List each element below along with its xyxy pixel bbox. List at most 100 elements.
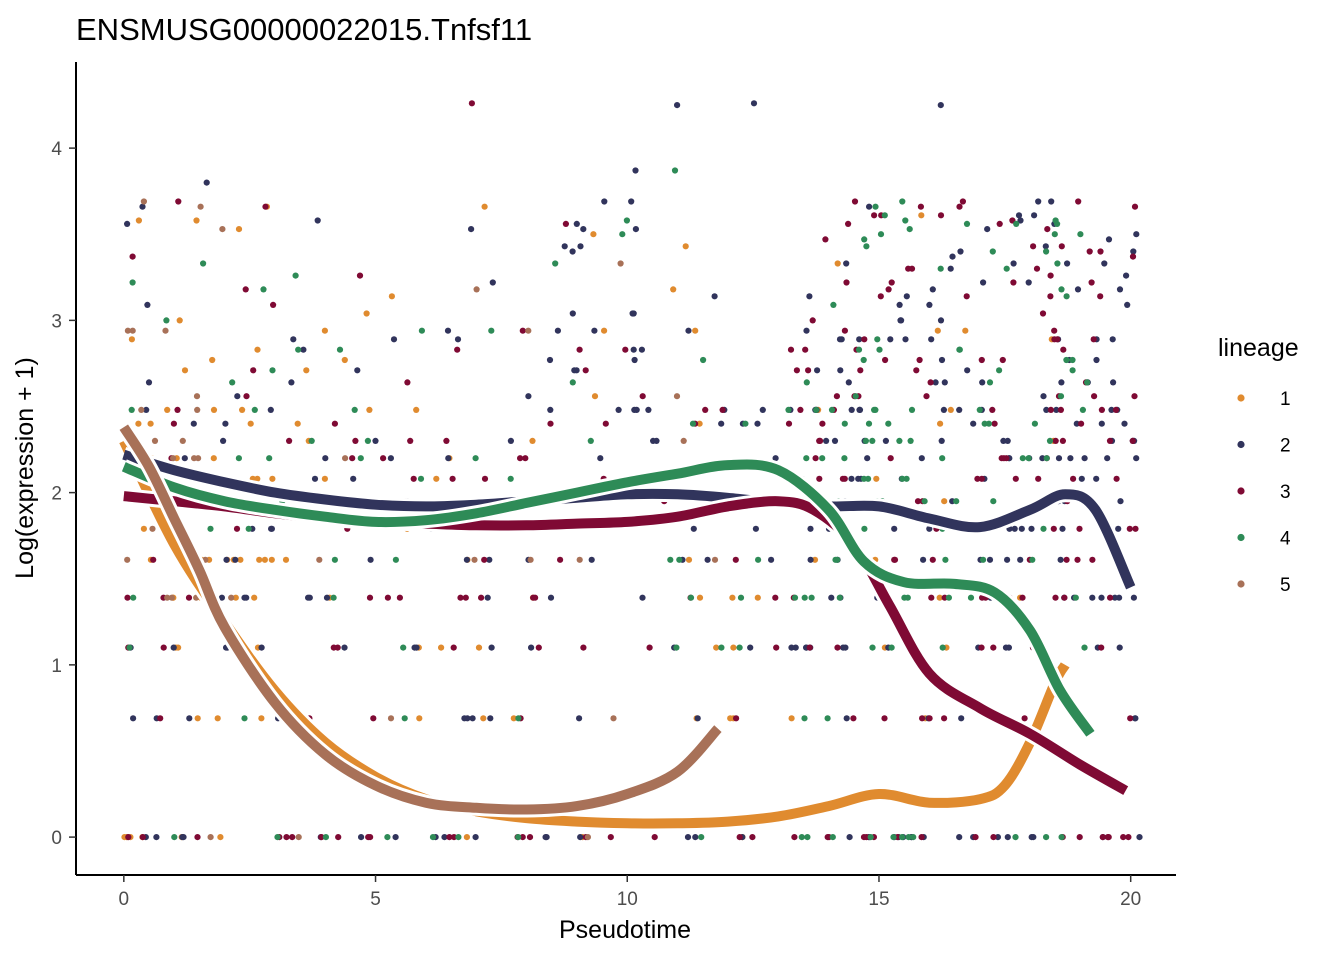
series-4-point bbox=[126, 644, 133, 651]
x-axis-title: Pseudotime bbox=[559, 916, 691, 944]
series-1-point bbox=[269, 475, 276, 482]
series-2-point bbox=[994, 834, 1002, 841]
legend-entry-3: 3 bbox=[1237, 482, 1291, 503]
series-2-point bbox=[358, 834, 365, 841]
series-3-point bbox=[702, 406, 709, 413]
series-2-point bbox=[1031, 212, 1038, 219]
series-2-point bbox=[887, 336, 894, 343]
series-3-point bbox=[928, 594, 935, 601]
series-3-point bbox=[1127, 715, 1134, 722]
series-3-point bbox=[1012, 475, 1019, 482]
series-2-point bbox=[759, 406, 766, 413]
series-2-point bbox=[938, 437, 945, 444]
series-5-point bbox=[295, 834, 302, 841]
series-4-points bbox=[126, 167, 1091, 841]
x-tick-label: 0 bbox=[119, 889, 130, 910]
series-4-point bbox=[322, 834, 329, 841]
series-3-point bbox=[881, 715, 888, 722]
y-tick-label: 0 bbox=[51, 828, 62, 849]
series-4-point bbox=[872, 203, 879, 210]
series-2-point bbox=[958, 715, 965, 722]
series-2-point bbox=[837, 367, 844, 374]
series-2-point bbox=[1002, 644, 1010, 651]
series-2-point bbox=[591, 327, 598, 334]
series-2-point bbox=[1093, 356, 1100, 364]
series-3-point bbox=[816, 475, 823, 482]
series-2-point bbox=[1109, 336, 1116, 343]
series-2-point bbox=[1078, 475, 1085, 482]
series-2-point bbox=[1115, 525, 1122, 532]
legend-key-3 bbox=[1237, 487, 1245, 495]
series-1-point bbox=[194, 715, 201, 722]
series-3-curve bbox=[123, 491, 1129, 795]
series-2-point bbox=[1081, 455, 1088, 462]
series-2-point bbox=[554, 327, 562, 334]
series-5-point bbox=[129, 327, 136, 334]
series-2-point bbox=[1004, 437, 1011, 444]
series-3-point bbox=[812, 455, 819, 462]
series-3-point bbox=[318, 834, 325, 841]
series-5-point bbox=[151, 437, 159, 444]
series-3-point bbox=[914, 498, 922, 505]
series-3-point bbox=[787, 346, 795, 353]
series-3-point bbox=[160, 644, 167, 651]
series-2-point bbox=[441, 834, 448, 841]
series-2-points bbox=[124, 100, 1143, 841]
series-2-point bbox=[1123, 272, 1130, 279]
series-2-point bbox=[577, 243, 584, 250]
series-3-point bbox=[349, 455, 356, 462]
series-4-point bbox=[718, 644, 725, 651]
series-1-point bbox=[475, 644, 483, 651]
series-4-point bbox=[1081, 644, 1088, 651]
legend-key-1 bbox=[1237, 394, 1245, 402]
series-4-point bbox=[330, 594, 337, 601]
series-4-point bbox=[829, 834, 836, 841]
series-2-point bbox=[243, 594, 250, 601]
x-tick-label: 10 bbox=[617, 889, 638, 910]
series-2-point bbox=[569, 310, 576, 317]
series-2-point bbox=[392, 834, 399, 841]
series-3-point bbox=[1129, 437, 1136, 444]
series-2-point bbox=[964, 367, 971, 374]
series-3-point bbox=[1057, 406, 1064, 413]
series-3-point bbox=[834, 644, 841, 651]
series-3-point bbox=[959, 198, 967, 205]
series-4-point bbox=[888, 644, 895, 651]
series-3-point bbox=[547, 420, 554, 427]
series-3-point bbox=[1033, 265, 1041, 272]
series-3-point bbox=[443, 437, 450, 444]
series-1-point bbox=[696, 594, 704, 601]
series-2-point bbox=[367, 556, 374, 563]
series-3-point bbox=[978, 356, 985, 364]
series-4-point bbox=[488, 327, 495, 334]
series-4-point bbox=[700, 356, 707, 364]
series-4-point bbox=[331, 556, 338, 563]
series-4-point bbox=[129, 279, 136, 286]
series-2-point bbox=[1067, 455, 1074, 462]
series-3-point bbox=[446, 834, 453, 841]
series-2-point bbox=[186, 715, 193, 722]
series-4-point bbox=[939, 644, 946, 651]
series-2-point bbox=[577, 834, 584, 841]
series-5-point bbox=[140, 198, 147, 205]
series-4-point bbox=[990, 498, 997, 505]
series-3-point bbox=[366, 594, 374, 601]
series-2-point bbox=[170, 644, 177, 651]
series-4-point bbox=[906, 226, 913, 233]
chart-title: ENSMUSG00000022015.Tnfsf11 bbox=[76, 12, 532, 47]
series-2-point bbox=[848, 406, 855, 413]
series-3-point bbox=[882, 356, 889, 364]
series-4-point bbox=[804, 834, 811, 841]
series-3-point bbox=[841, 475, 848, 482]
series-4-point bbox=[130, 594, 137, 601]
series-1-point bbox=[754, 594, 761, 601]
series-3-point bbox=[833, 393, 841, 400]
series-2-point bbox=[694, 715, 701, 722]
series-3-point bbox=[1089, 556, 1096, 563]
series-5-point bbox=[170, 455, 177, 462]
series-2-point bbox=[1133, 231, 1140, 238]
series-2-point bbox=[1004, 834, 1011, 841]
legend-entry-2: 2 bbox=[1237, 436, 1291, 457]
series-2-point bbox=[846, 834, 853, 841]
series-2-point bbox=[546, 356, 554, 364]
